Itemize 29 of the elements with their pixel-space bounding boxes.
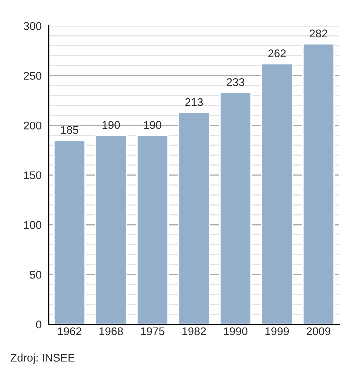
data-label: 190 — [144, 121, 162, 130]
data-label: 213 — [186, 98, 204, 106]
data-label: 282 — [310, 30, 328, 38]
x-tick-label: 1999 — [266, 328, 290, 336]
bar — [53, 140, 86, 325]
text: Zdroj: INSEE — [10, 354, 75, 364]
bar — [260, 63, 294, 325]
bar — [219, 92, 252, 325]
bar — [94, 134, 128, 325]
data-label: 262 — [268, 50, 286, 58]
data-label: 190 — [102, 121, 120, 130]
bar — [136, 134, 170, 325]
y-tick-label: 200 — [24, 122, 42, 130]
x-tick-label: 2009 — [306, 328, 331, 336]
y-tick-label: 0 — [36, 320, 42, 329]
y-tick-label: 50 — [30, 271, 42, 279]
y-tick-label: 250 — [24, 72, 42, 80]
x-tick-label: 1982 — [182, 328, 206, 336]
y-tick-label: 300 — [24, 22, 42, 30]
x-tick-label: 1962 — [58, 328, 82, 336]
y-tick-label: 150 — [24, 172, 42, 180]
data-label: 233 — [227, 78, 245, 86]
x-tick-label: 1990 — [224, 328, 248, 336]
x-tick-label: 1968 — [100, 328, 124, 336]
data-label: 185 — [61, 126, 79, 134]
x-tick-label: 1975 — [141, 328, 165, 336]
bar — [178, 112, 211, 325]
y-tick-label: 100 — [24, 221, 42, 230]
bar — [302, 43, 336, 325]
